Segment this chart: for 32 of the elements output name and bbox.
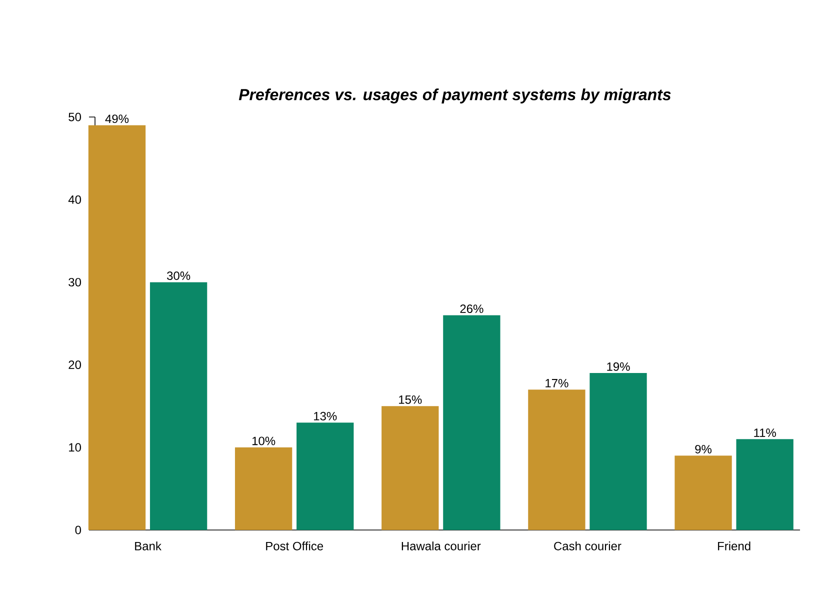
bar <box>88 125 146 530</box>
bar <box>234 447 292 530</box>
y-tick-label: 10 <box>69 443 82 452</box>
x-tick-label: Friend <box>718 542 750 550</box>
data-label: 13% <box>314 412 337 420</box>
x-tick-label: Hawala courier <box>402 542 481 550</box>
data-label: 9% <box>695 444 712 454</box>
y-tick-label: 40 <box>68 195 82 204</box>
bar <box>528 390 586 530</box>
data-label: 26% <box>460 304 484 314</box>
bar <box>150 282 208 530</box>
data-label: 19% <box>607 362 630 371</box>
data-label: 49% <box>105 114 129 124</box>
bar <box>443 315 500 530</box>
bar <box>674 456 732 530</box>
y-tick-label: 20 <box>68 360 82 370</box>
bar <box>590 373 647 530</box>
bar <box>736 439 794 530</box>
data-label: 30% <box>167 272 190 280</box>
y-tick-label: 30 <box>68 278 82 286</box>
chart-title: Preferences vs. usages of payment systems by migrants <box>238 88 671 104</box>
bar <box>296 422 354 530</box>
y-tick-label: 0 <box>75 526 82 534</box>
x-tick-label: Bank <box>135 542 162 550</box>
data-label: 11% <box>754 428 776 437</box>
data-label: 10% <box>252 436 276 446</box>
data-label: 17% <box>546 378 568 388</box>
data-label: 15% <box>399 395 422 404</box>
x-tick-label: Cash courier <box>554 542 622 550</box>
x-tick-label: Post Office <box>266 542 324 550</box>
bar <box>382 406 439 530</box>
y-tick-label: 50 <box>68 112 82 122</box>
